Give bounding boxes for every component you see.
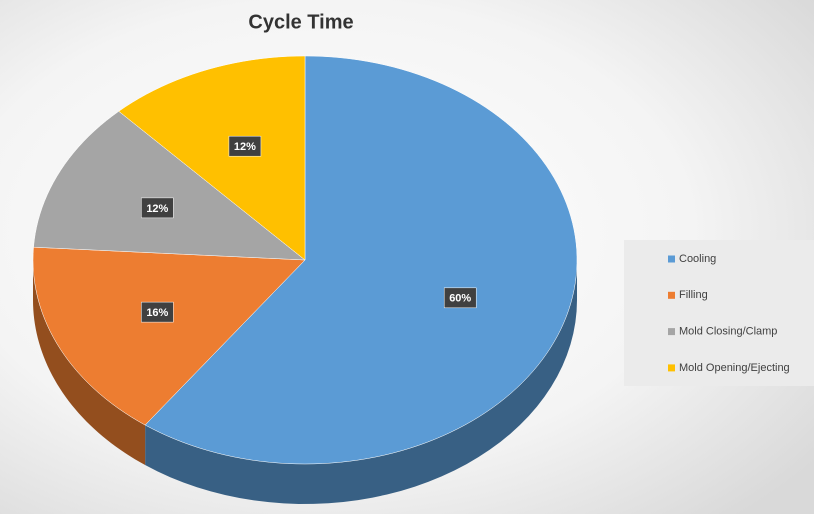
legend-swatch xyxy=(668,291,675,299)
data-label-box xyxy=(141,301,174,323)
legend-label: Cooling xyxy=(679,253,716,265)
data-label-box xyxy=(141,197,174,219)
legend-label: Mold Closing/Clamp xyxy=(679,326,777,338)
data-label: 60% xyxy=(449,293,471,305)
legend-label: Mold Opening/Ejecting xyxy=(679,362,790,374)
legend-label: Filling xyxy=(679,289,708,301)
data-label: 12% xyxy=(146,203,168,215)
data-label: 16% xyxy=(146,307,168,319)
pie-slice xyxy=(33,110,306,261)
data-label-box xyxy=(228,135,262,157)
pie-slice xyxy=(32,246,306,426)
legend-swatch xyxy=(668,328,675,336)
data-label-box xyxy=(443,287,477,309)
legend-swatch xyxy=(668,364,675,372)
data-label: 12% xyxy=(234,141,256,153)
legend-swatch xyxy=(668,255,675,263)
legend-box xyxy=(624,240,814,386)
slice-side xyxy=(33,260,146,466)
pie-slice xyxy=(118,55,306,261)
pie-slice xyxy=(144,55,578,465)
slice-side xyxy=(145,260,577,504)
chart-title: Cycle Time xyxy=(248,11,353,33)
